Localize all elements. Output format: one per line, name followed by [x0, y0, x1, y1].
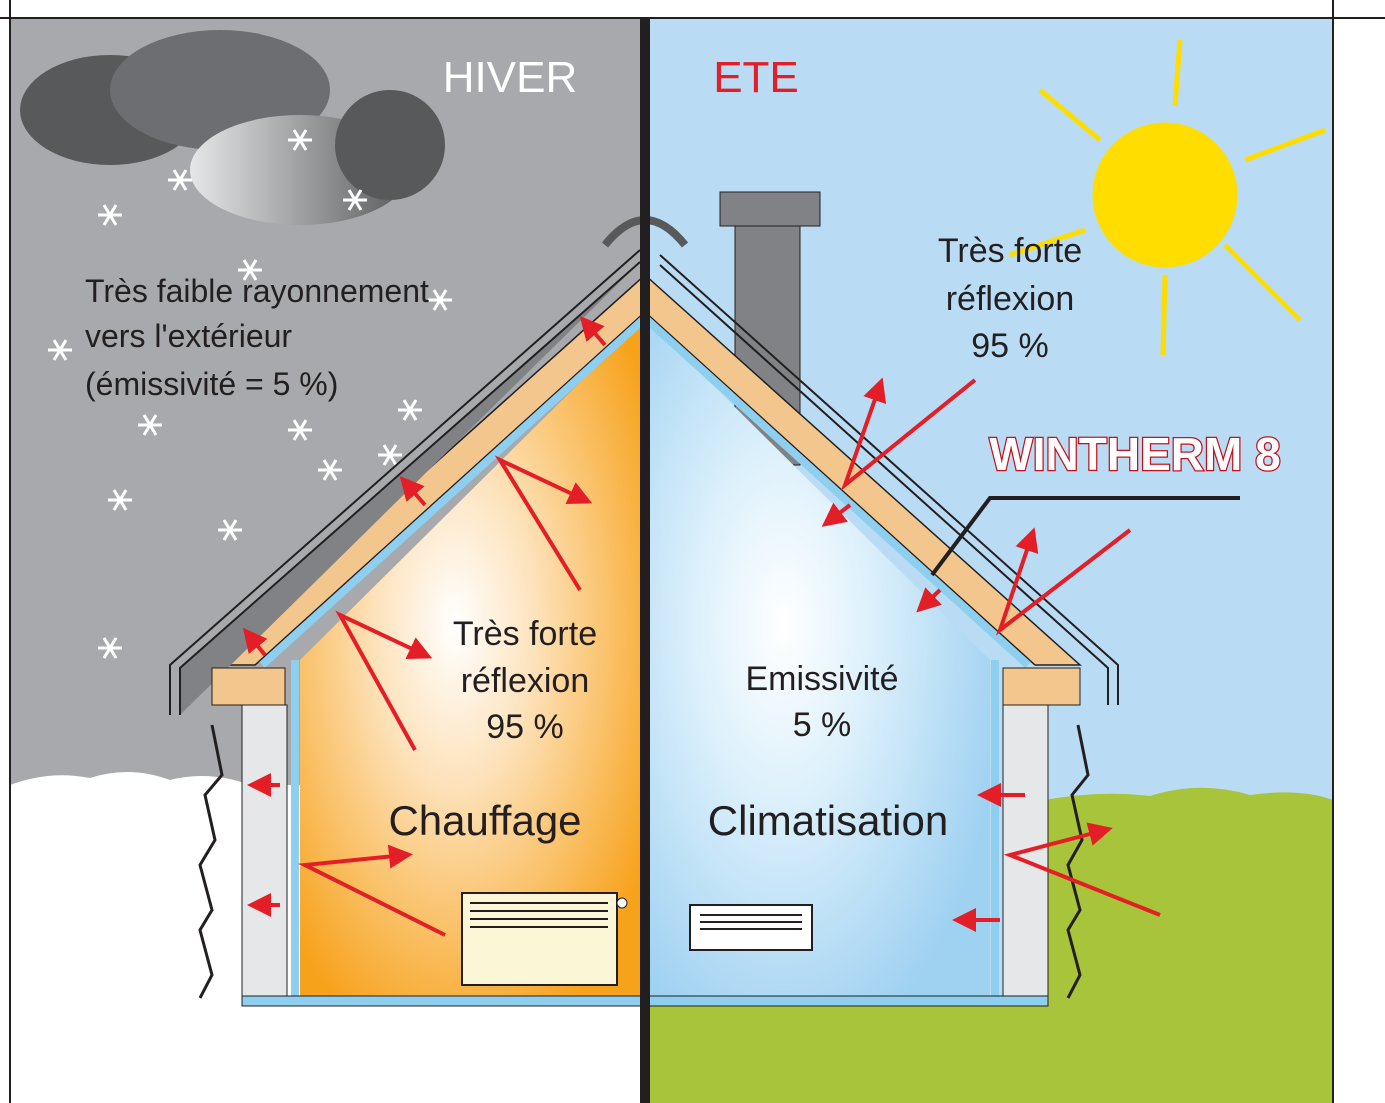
summer-emissivity: 5 % [793, 706, 852, 744]
winter-label: Chauffage [388, 797, 581, 844]
winter-note: vers l'extérieur [85, 318, 292, 354]
winter-reflection: Très forte [453, 615, 597, 653]
summer-title: ETE [713, 53, 799, 102]
summer-label: Climatisation [708, 797, 948, 844]
winter-note: Très faible rayonnement [85, 273, 429, 309]
divider [640, 18, 650, 1103]
diagram: HIVER ETE Très faible rayonnement vers l… [0, 0, 1385, 1103]
winter-reflection: réflexion [461, 662, 590, 700]
winter-title: HIVER [443, 53, 577, 102]
summer-reflection: réflexion [946, 280, 1075, 318]
winter-note: (émissivité = 5 %) [85, 366, 338, 402]
winter-reflection: 95 % [486, 708, 564, 746]
summer-reflection: Très forte [938, 232, 1082, 270]
summer-reflection: 95 % [971, 327, 1049, 365]
summer-emissivity: Emissivité [745, 660, 898, 698]
product-name: WINTHERM 8 [989, 428, 1280, 480]
